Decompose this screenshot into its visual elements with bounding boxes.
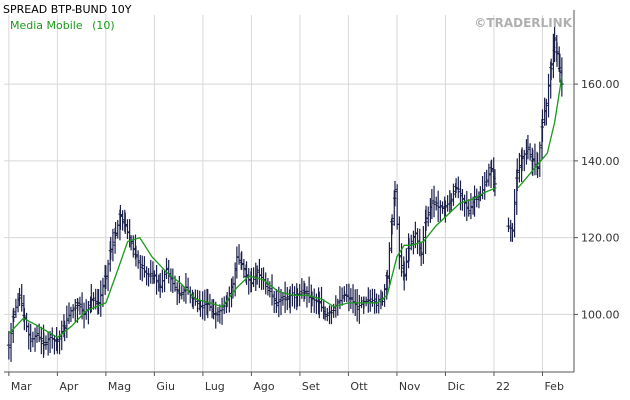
legend-ma-period: (10) xyxy=(92,19,115,32)
x-tick-label: Ott xyxy=(350,380,368,393)
x-tick-label: Mar xyxy=(11,380,32,393)
x-tick-label: Dic xyxy=(447,380,465,393)
ohlc-bars xyxy=(6,26,564,362)
ohlc-bar xyxy=(492,169,497,197)
moving-average-line xyxy=(8,76,563,339)
watermark-suffix: LINK xyxy=(541,16,573,30)
x-tick-label: Set xyxy=(302,380,321,393)
watermark-logo: ©TRADERLINK xyxy=(474,16,572,30)
y-tick-label: 100.00 xyxy=(581,308,620,321)
y-tick-label: 120.00 xyxy=(581,232,620,245)
x-axis-ticks: Mar Apr Mag Giu Lug Ago Set Ott Nov Dic 22 Feb xyxy=(8,372,564,393)
x-tick-label: Feb xyxy=(544,380,563,393)
chart-title: SPREAD BTP-BUND 10Y xyxy=(3,3,132,16)
x-tick-label: Giu xyxy=(156,380,175,393)
moving-average-segment xyxy=(8,187,497,339)
y-tick-label: 140.00 xyxy=(581,155,620,168)
moving-average-segment xyxy=(517,76,563,189)
watermark-prefix: ©TRADER xyxy=(474,16,540,30)
axes xyxy=(4,10,575,373)
x-tick-label: 22 xyxy=(496,380,510,393)
x-tick-label: Ago xyxy=(253,380,275,393)
x-tick-label: Nov xyxy=(399,380,421,393)
y-tick-label: 160.00 xyxy=(581,78,620,91)
x-tick-label: Lug xyxy=(205,380,225,393)
legend-ma-label: Media Mobile xyxy=(10,19,83,32)
y-axis-ticks: 100.00 120.00 140.00 160.00 xyxy=(574,78,620,321)
legend-ma: Media Mobile (10) xyxy=(10,19,115,32)
x-tick-label: Apr xyxy=(59,380,79,393)
x-tick-label: Mag xyxy=(108,380,131,393)
